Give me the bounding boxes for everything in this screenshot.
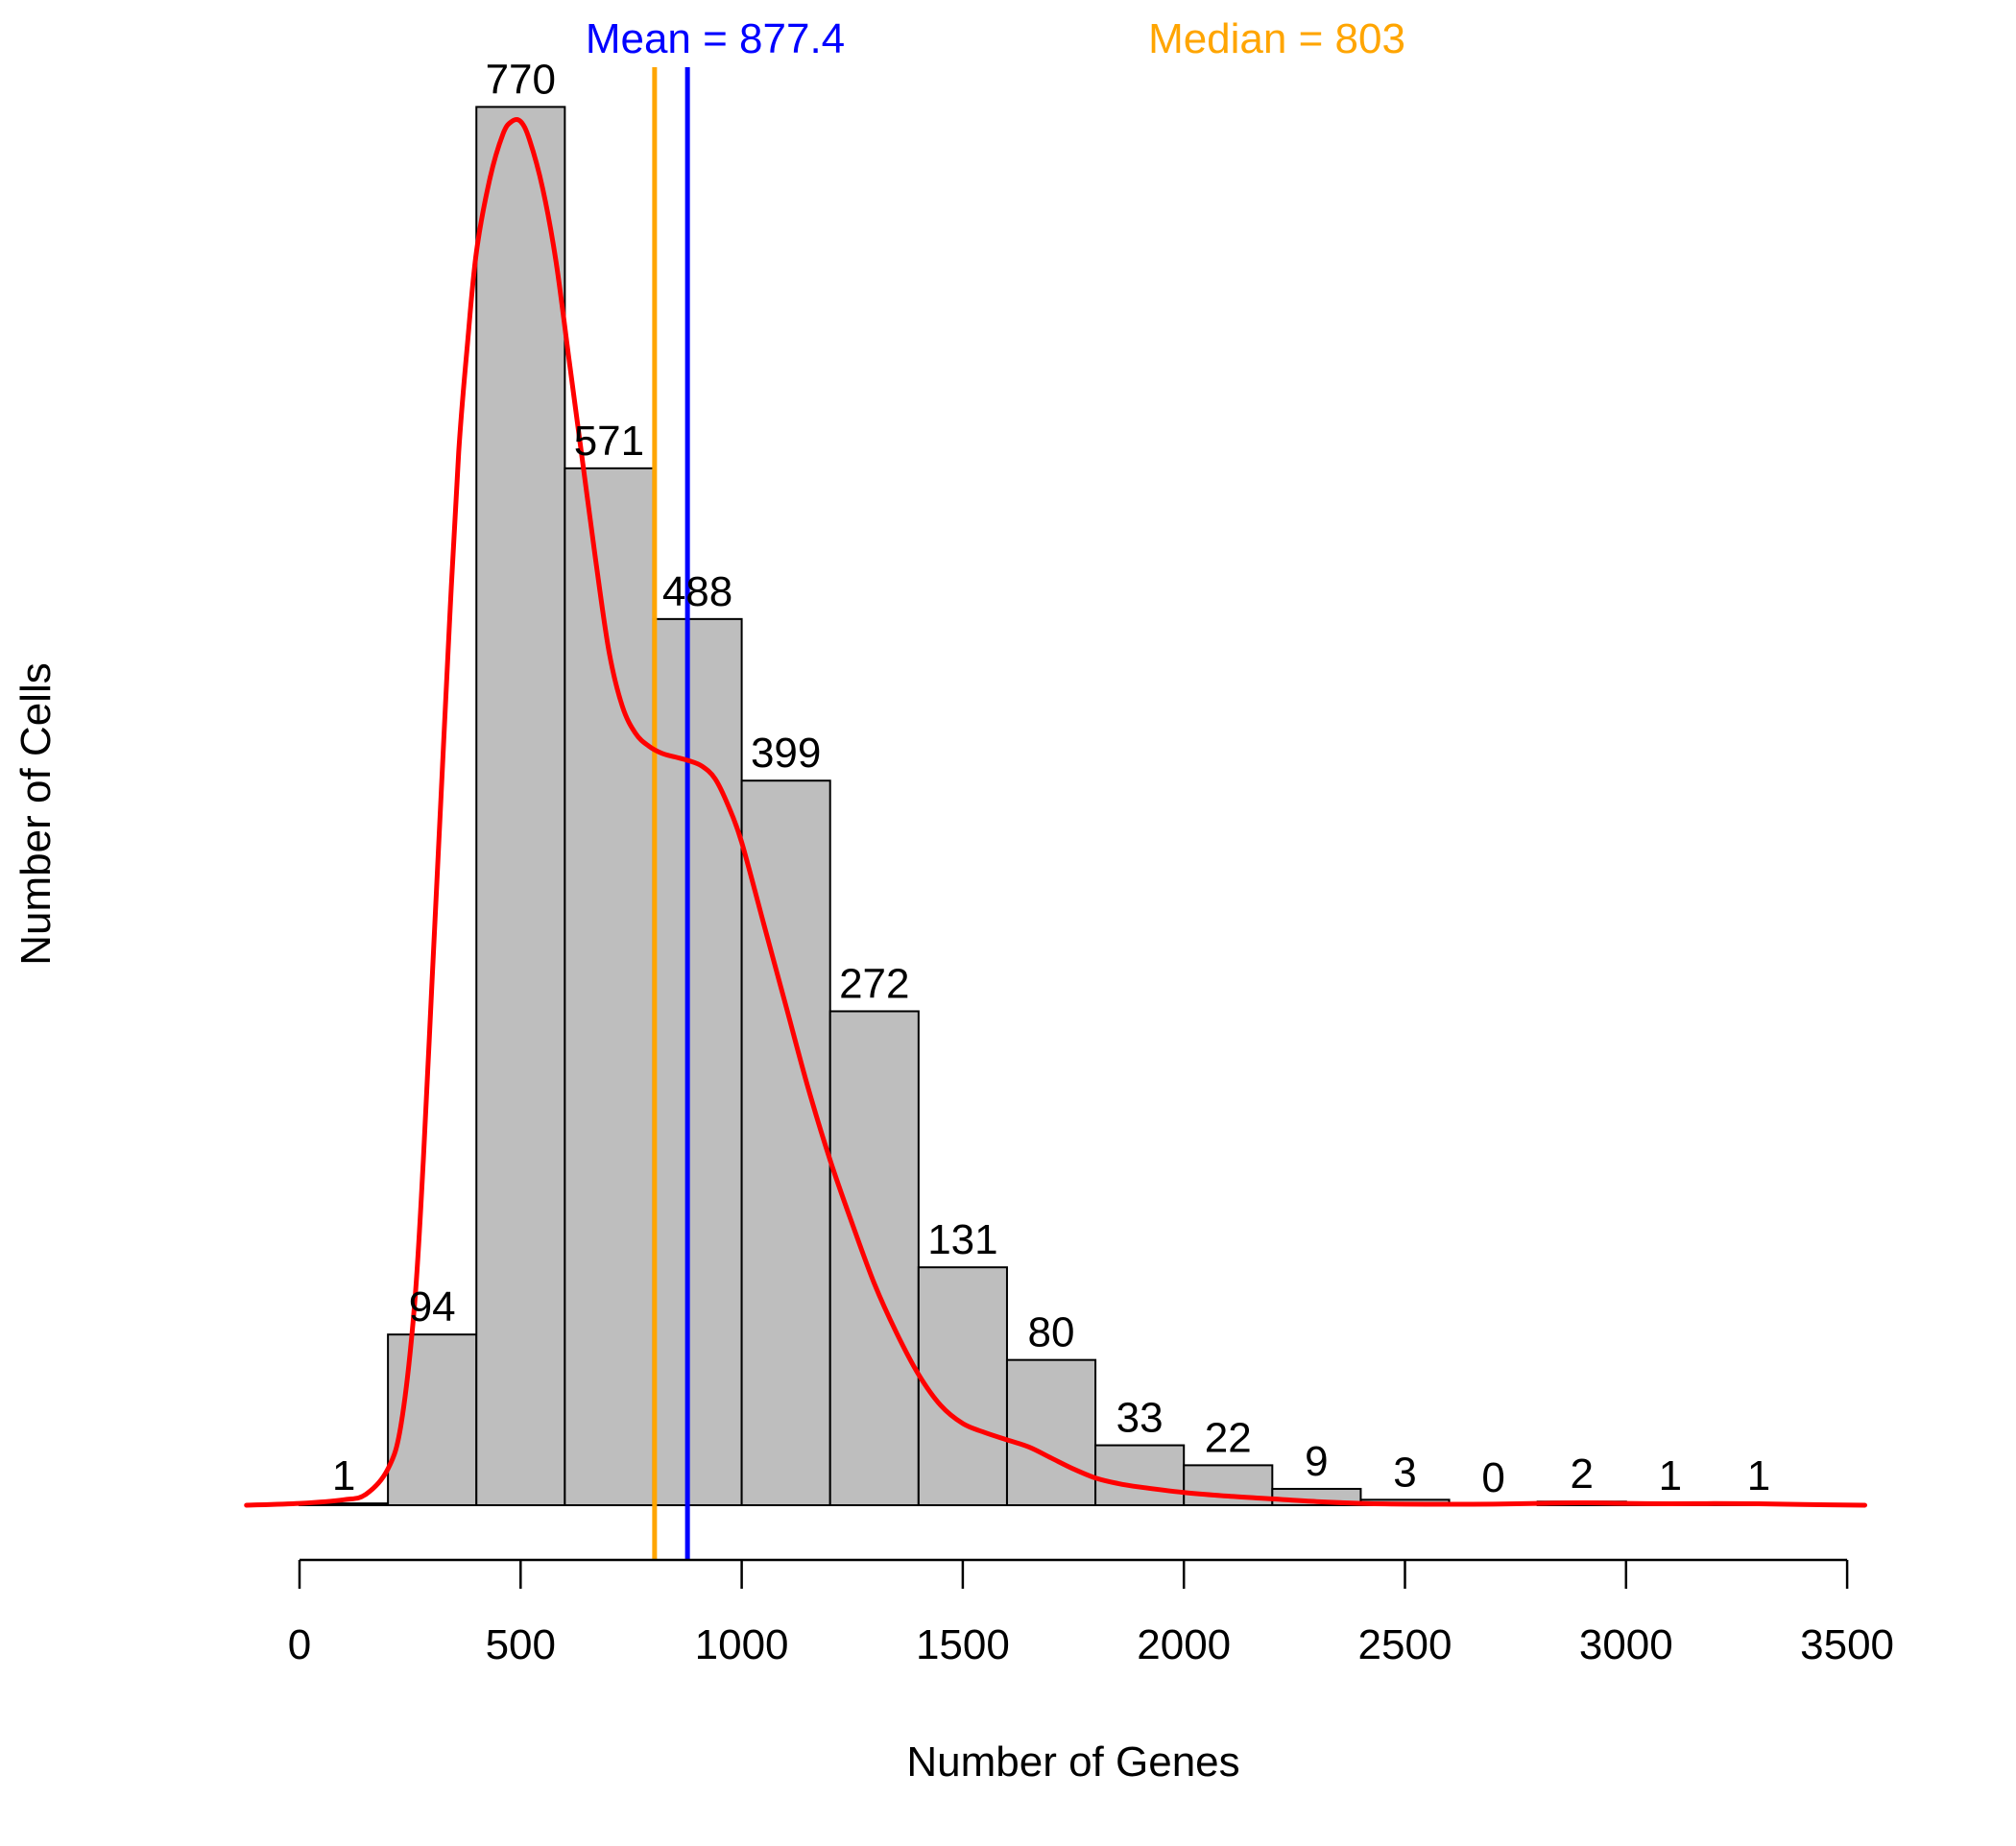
bar-count-label: 1 [332, 1452, 355, 1499]
x-tick-label: 0 [288, 1621, 311, 1668]
x-axis-title: Number of Genes [906, 1738, 1239, 1786]
reference-lines-group: Mean = 877.4 Median = 803 [586, 15, 1405, 1560]
histogram-bar [1094, 1444, 1186, 1506]
x-tick-label: 3000 [1579, 1621, 1673, 1668]
x-tick-label: 3500 [1800, 1621, 1894, 1668]
bar-count-label: 80 [1028, 1309, 1075, 1356]
bar-count-label: 3 [1393, 1449, 1416, 1496]
bar-count-label: 571 [574, 418, 644, 465]
x-tick-label: 1000 [695, 1621, 789, 1668]
histogram-bar [652, 617, 743, 1506]
y-axis-title: Number of Cells [12, 662, 60, 965]
x-axis: 0 500 1000 1500 2000 2500 3000 3500 [288, 1558, 1894, 1668]
histogram-bar [475, 106, 566, 1506]
bar-count-label: 0 [1481, 1454, 1504, 1501]
bar-count-label: 9 [1305, 1438, 1328, 1485]
bar-count-label: 22 [1205, 1414, 1252, 1461]
median-label: Median = 803 [1148, 15, 1405, 62]
density-curve-group [244, 117, 1868, 1508]
histogram-bar [917, 1266, 1008, 1506]
density-curve [244, 117, 1868, 1508]
bar-count-label: 399 [751, 730, 821, 777]
x-tick-label: 2000 [1137, 1621, 1231, 1668]
bar-count-label: 131 [927, 1216, 997, 1263]
histogram-bar [828, 1010, 920, 1506]
x-tick-label: 500 [486, 1621, 556, 1668]
bar-count-label: 272 [839, 960, 909, 1007]
bar-count-label: 1 [1747, 1452, 1770, 1499]
bar-count-label: 488 [662, 568, 732, 615]
histogram-bar [1005, 1358, 1097, 1507]
bars-group [299, 106, 1805, 1507]
bar-count-label: 33 [1116, 1395, 1164, 1442]
bar-count-label: 2 [1570, 1450, 1593, 1498]
histogram-bar [564, 467, 655, 1507]
x-tick-label: 1500 [916, 1621, 1010, 1668]
x-tick-label: 2500 [1358, 1621, 1452, 1668]
bar-count-label: 94 [409, 1283, 456, 1331]
bar-count-label: 770 [486, 56, 556, 103]
bar-count-label: 1 [1659, 1452, 1682, 1499]
mean-label: Mean = 877.4 [586, 15, 845, 62]
bar-labels-group: 1 94 770 571 488 399 272 131 80 33 22 9 3 0 2 1 1 [332, 56, 1770, 1501]
